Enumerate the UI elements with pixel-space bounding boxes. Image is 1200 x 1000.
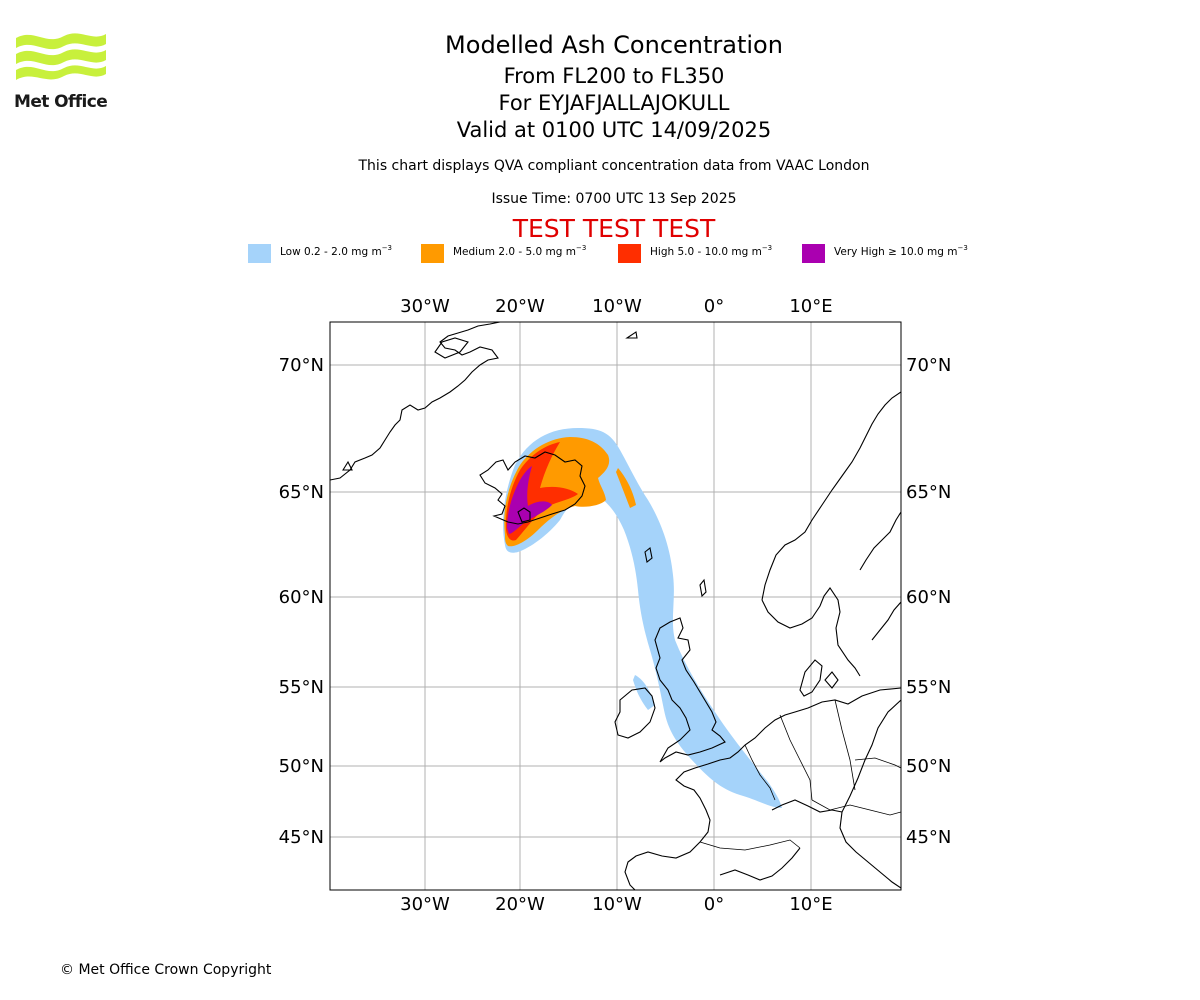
logo-text: Met Office bbox=[14, 92, 108, 112]
coastline-baltic bbox=[871, 601, 901, 641]
coastline-italy-adriatic bbox=[839, 699, 901, 889]
border-czech bbox=[854, 757, 901, 769]
coastline-norway-south bbox=[761, 587, 861, 677]
ash-area-low-tail bbox=[633, 675, 655, 710]
issue-time: Issue Time: 0700 UTC 13 Sep 2025 bbox=[491, 191, 737, 207]
coastline-faroes bbox=[644, 547, 653, 563]
ash-area-medium-east bbox=[616, 468, 636, 508]
lon-label-bottom-30w: 30°W bbox=[400, 894, 450, 915]
lat-label-left-45n: 45°N bbox=[279, 827, 324, 848]
chart-title: Modelled Ash Concentration bbox=[445, 31, 783, 59]
legend-unit-very-high: −3 bbox=[957, 244, 968, 252]
met-office-logo-waves-icon bbox=[16, 33, 106, 80]
legend-label-low: Low 0.2 - 2.0 mg m bbox=[280, 246, 382, 258]
map-frame bbox=[329, 321, 902, 891]
legend-swatch-high bbox=[618, 244, 641, 263]
coastline-jan-mayen bbox=[625, 331, 638, 339]
coastline-vatnajokull bbox=[517, 507, 531, 523]
lon-label-top-10w: 10°W bbox=[592, 296, 642, 317]
legend-label-medium: Medium 2.0 - 5.0 mg m bbox=[453, 246, 576, 258]
border-france-belgium bbox=[744, 744, 776, 801]
lat-label-right-65n: 65°N bbox=[906, 482, 951, 503]
coastline-greenland-island bbox=[434, 337, 469, 359]
lat-label-left-60n: 60°N bbox=[279, 587, 324, 608]
lat-labels-left: 70°N 65°N 60°N 55°N 50°N 45°N bbox=[279, 355, 324, 848]
legend-swatch-medium bbox=[421, 244, 444, 263]
legend-label-high: High 5.0 - 10.0 mg m bbox=[650, 246, 762, 258]
border-germany-west bbox=[779, 714, 813, 801]
volcano-name: For EYJAFJALLAJOKULL bbox=[498, 91, 730, 115]
lon-labels-bottom: 30°W 20°W 10°W 0° 10°E bbox=[400, 894, 832, 915]
border-germany-east bbox=[834, 699, 856, 791]
met-office-logo: Met Office bbox=[14, 30, 110, 112]
lon-label-bottom-20w: 20°W bbox=[495, 894, 545, 915]
coastline-greenland-island-2 bbox=[342, 460, 353, 471]
lon-label-bottom-10e: 10°E bbox=[789, 894, 832, 915]
lat-label-right-50n: 50°N bbox=[906, 756, 951, 777]
coastline-scandinavia bbox=[761, 391, 901, 601]
lon-label-top-20w: 20°W bbox=[495, 296, 545, 317]
lon-labels-top: 30°W 20°W 10°W 0° 10°E bbox=[400, 296, 832, 317]
lat-label-right-60n: 60°N bbox=[906, 587, 951, 608]
lon-label-top-0: 0° bbox=[704, 296, 724, 317]
lon-label-top-30w: 30°W bbox=[400, 296, 450, 317]
lat-labels-right: 70°N 65°N 60°N 55°N 50°N 45°N bbox=[906, 355, 951, 848]
lat-label-left-70n: 70°N bbox=[279, 355, 324, 376]
lat-label-left-50n: 50°N bbox=[279, 756, 324, 777]
lat-label-right-55n: 55°N bbox=[906, 677, 951, 698]
coastline-mediterranean bbox=[719, 847, 801, 881]
legend-swatch-very-high bbox=[802, 244, 825, 263]
coastline-iceland bbox=[479, 451, 586, 525]
legend-unit-medium: −3 bbox=[575, 244, 587, 252]
coastline-alps-border bbox=[771, 799, 843, 813]
flight-levels: From FL200 to FL350 bbox=[503, 64, 725, 88]
lat-label-left-65n: 65°N bbox=[279, 482, 324, 503]
border-austria bbox=[811, 799, 901, 816]
lon-label-top-10e: 10°E bbox=[789, 296, 832, 317]
coastline-europe bbox=[624, 687, 901, 890]
copyright: © Met Office Crown Copyright bbox=[60, 962, 272, 978]
coastline-sweden-east bbox=[859, 511, 901, 571]
coastline-great-britain bbox=[654, 617, 726, 763]
coastline-greenland bbox=[330, 322, 501, 481]
valid-time: Valid at 0100 UTC 14/09/2025 bbox=[456, 118, 772, 142]
border-pyrenees bbox=[699, 839, 801, 851]
graticule bbox=[330, 322, 901, 890]
coastline-shetland bbox=[699, 578, 707, 598]
lat-label-right-70n: 70°N bbox=[906, 355, 951, 376]
legend-unit-high: −3 bbox=[761, 244, 773, 252]
ash-area-very-high bbox=[507, 466, 552, 534]
legend-swatch-low bbox=[248, 244, 271, 263]
test-banner: TEST TEST TEST bbox=[512, 214, 716, 243]
lon-label-bottom-0: 0° bbox=[704, 894, 724, 915]
lat-label-right-45n: 45°N bbox=[906, 827, 951, 848]
coastline-zealand bbox=[824, 671, 839, 689]
coastlines bbox=[330, 322, 901, 890]
coastline-ireland bbox=[614, 687, 656, 739]
legend-label-very-high: Very High ≥ 10.0 mg m bbox=[834, 246, 958, 258]
lat-label-left-55n: 55°N bbox=[279, 677, 324, 698]
coastline-denmark bbox=[799, 659, 823, 697]
country-borders bbox=[699, 699, 901, 851]
chart-description: This chart displays QVA compliant concen… bbox=[358, 158, 870, 174]
lon-label-bottom-10w: 10°W bbox=[592, 894, 642, 915]
map-content bbox=[330, 322, 901, 890]
legend-unit-low: −3 bbox=[381, 244, 393, 252]
